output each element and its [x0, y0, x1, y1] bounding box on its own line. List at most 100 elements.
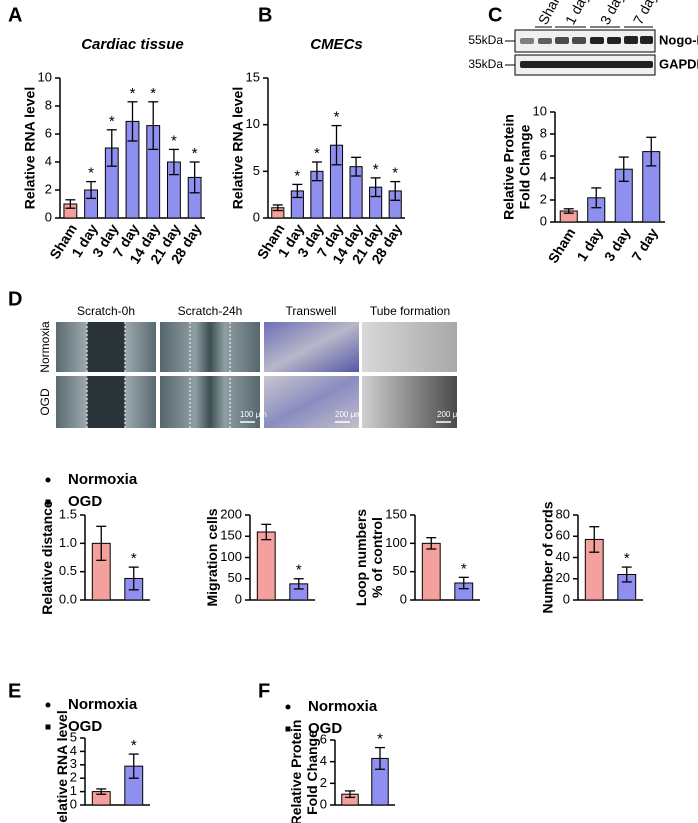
significance-mark: * — [624, 550, 630, 567]
lane-label: Sham — [535, 0, 566, 27]
y-tick-label: 10 — [38, 69, 52, 84]
y-tick-label: 6 — [320, 731, 327, 746]
legend-marker — [285, 704, 291, 710]
significance-mark: * — [377, 731, 383, 748]
western-blot — [505, 26, 656, 76]
y-tick-label: 100 — [385, 535, 407, 550]
y-tick-label: 1.0 — [59, 535, 77, 550]
scale-bar-label: 200 μm — [437, 410, 464, 419]
legend-marker — [285, 726, 291, 732]
panel-label: B — [258, 4, 272, 26]
y-tick-label: 150 — [220, 528, 242, 543]
y-axis-label: % of control — [369, 517, 385, 598]
panel-label: E — [8, 680, 21, 702]
y-axis-label: Fold Change — [304, 730, 320, 815]
y-tick-label: 3 — [70, 756, 77, 771]
panel-label: F — [258, 680, 270, 702]
y-axis-label: Number of cords — [540, 501, 556, 613]
y-tick-label: 2 — [45, 181, 52, 196]
y-tick-label: 2 — [320, 775, 327, 790]
significance-mark: * — [192, 145, 198, 162]
panel-label: D — [8, 288, 22, 310]
y-tick-label: 100 — [220, 549, 242, 564]
y-tick-label: 1.5 — [59, 506, 77, 521]
y-tick-label: 0 — [235, 591, 242, 606]
scale-bar-label: 200 μm — [335, 410, 362, 419]
y-tick-label: 4 — [320, 753, 327, 768]
x-tick-label: 3 day — [601, 225, 634, 264]
panel-label: A — [8, 4, 22, 26]
y-tick-label: 4 — [540, 169, 547, 184]
significance-mark: * — [314, 145, 320, 162]
scale-bar-label: 100 μm — [240, 410, 267, 419]
significance-mark: * — [392, 165, 398, 182]
y-tick-label: 4 — [45, 153, 52, 168]
significance-mark: * — [150, 85, 156, 102]
y-tick-label: 2 — [540, 191, 547, 206]
legend-label: Normoxia — [308, 698, 378, 715]
mw-marker: 55kDa — [468, 33, 503, 47]
bar — [421, 542, 441, 601]
y-tick-label: 0.5 — [59, 563, 77, 578]
y-tick-label: 200 — [220, 506, 242, 521]
y-tick-label: 20 — [556, 570, 570, 585]
protein-label: GAPDH — [659, 56, 698, 71]
lane-label: 3 day — [597, 0, 627, 27]
y-tick-label: 15 — [246, 69, 260, 84]
y-tick-label: 8 — [540, 125, 547, 140]
y-axis-label: Relative Protein — [501, 114, 517, 220]
significance-mark: * — [131, 737, 137, 754]
legend-label: Normoxia — [68, 696, 138, 713]
y-axis-label: Relative RNA level — [22, 87, 38, 209]
legend-marker — [45, 499, 51, 505]
legend-marker — [45, 477, 51, 483]
y-tick-label: 50 — [393, 563, 407, 578]
y-tick-label: 6 — [540, 147, 547, 162]
lane-label: 7 day — [630, 0, 660, 27]
y-axis-label: Relative distance — [39, 500, 55, 615]
significance-mark: * — [296, 562, 302, 579]
y-tick-label: 10 — [533, 103, 547, 118]
protein-label: Nogo-B — [659, 32, 698, 47]
y-tick-label: 80 — [556, 506, 570, 521]
y-tick-label: 40 — [556, 549, 570, 564]
legend-label: Normoxia — [68, 471, 138, 488]
y-tick-label: 0 — [45, 209, 52, 224]
y-tick-label: 0 — [253, 209, 260, 224]
x-tick-label: 1 day — [573, 225, 606, 264]
chart-title: CMECs — [310, 36, 363, 53]
y-tick-label: 0 — [320, 796, 327, 811]
legend-label: OGD — [308, 720, 342, 737]
y-tick-label: 10 — [246, 116, 260, 131]
image-column-label: Tube formation — [370, 304, 450, 318]
x-tick-label: Sham — [545, 225, 579, 266]
y-tick-label: 150 — [385, 506, 407, 521]
significance-mark: * — [461, 560, 467, 577]
significance-mark: * — [131, 550, 137, 567]
significance-mark: * — [109, 113, 115, 130]
legend-marker — [45, 724, 51, 730]
significance-mark: * — [130, 85, 136, 102]
image-row-label: OGD — [38, 388, 52, 416]
y-tick-label: 2 — [70, 770, 77, 785]
legend-marker — [45, 702, 51, 708]
y-tick-label: 5 — [253, 163, 260, 178]
mw-marker: 35kDa — [468, 57, 503, 71]
significance-mark: * — [334, 109, 340, 126]
y-axis-label: Relative RNA level — [54, 710, 70, 823]
y-tick-label: 60 — [556, 528, 570, 543]
y-tick-label: 8 — [45, 97, 52, 112]
y-tick-label: 0.0 — [59, 591, 77, 606]
panel-label: C — [488, 4, 502, 26]
y-tick-label: 4 — [70, 743, 77, 758]
micrographs — [56, 322, 457, 428]
image-column-label: Scratch-24h — [178, 304, 243, 318]
y-axis-label: Loop numbers — [353, 509, 369, 606]
legend-label: OGD — [68, 493, 102, 510]
significance-mark: * — [88, 165, 94, 182]
y-axis-label: Migration cells — [204, 508, 220, 606]
y-tick-label: 6 — [45, 125, 52, 140]
y-tick-label: 1 — [70, 783, 77, 798]
lane-label: 1 day — [562, 0, 592, 27]
